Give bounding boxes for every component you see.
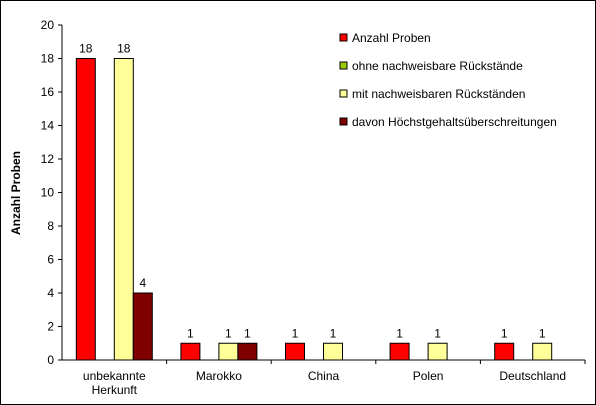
y-tick-label: 16 xyxy=(41,85,55,99)
y-tick-label: 6 xyxy=(47,253,54,267)
legend-swatch xyxy=(339,61,348,70)
legend-label: ohne nachweisbare Rückstände xyxy=(352,59,523,73)
bar xyxy=(113,58,134,361)
bar xyxy=(532,342,553,361)
y-tick-label: 14 xyxy=(41,119,55,133)
data-label: 4 xyxy=(139,276,146,290)
y-tick-label: 2 xyxy=(47,320,54,334)
data-label: 1 xyxy=(292,326,299,340)
x-tick-label: China xyxy=(308,369,340,383)
bar xyxy=(323,342,343,361)
legend-swatch xyxy=(339,89,348,98)
y-tick-label: 0 xyxy=(47,353,54,367)
legend-label: Anzahl Proben xyxy=(352,31,431,45)
y-tick-label: 10 xyxy=(41,186,55,200)
x-tick-label: Marokko xyxy=(196,369,242,383)
legend-swatch xyxy=(339,33,348,42)
y-tick-label: 12 xyxy=(41,152,55,166)
bar xyxy=(237,342,258,361)
data-label: 1 xyxy=(434,326,441,340)
legend-label: davon Höchstgehaltsüberschreitungen xyxy=(352,115,557,129)
bar xyxy=(75,58,96,361)
bar xyxy=(389,342,410,361)
y-axis-title: Anzahl Proben xyxy=(9,151,23,235)
y-tick-label: 8 xyxy=(47,219,54,233)
data-label: 1 xyxy=(187,326,194,340)
data-label: 18 xyxy=(79,42,93,56)
bar xyxy=(427,342,448,361)
legend-swatch xyxy=(339,117,348,126)
bar xyxy=(218,342,239,361)
bar xyxy=(494,342,515,361)
legend-label: mit nachweisbaren Rückständen xyxy=(352,87,525,101)
data-label: 1 xyxy=(225,326,232,340)
bar xyxy=(180,342,201,361)
data-label: 1 xyxy=(396,326,403,340)
y-tick-label: 20 xyxy=(41,18,55,32)
data-label: 1 xyxy=(244,326,251,340)
data-label: 1 xyxy=(501,326,508,340)
y-tick-label: 18 xyxy=(41,52,55,66)
y-tick-label: 4 xyxy=(47,286,54,300)
x-tick-label: Deutschland xyxy=(499,369,566,383)
data-label: 1 xyxy=(330,326,337,340)
bar xyxy=(285,342,305,361)
x-tick-label: Polen xyxy=(413,369,444,383)
data-label: 18 xyxy=(117,42,131,56)
x-tick-label: unbekannte Herkunft xyxy=(83,369,146,397)
data-label: 1 xyxy=(539,326,546,340)
bar xyxy=(132,292,153,361)
